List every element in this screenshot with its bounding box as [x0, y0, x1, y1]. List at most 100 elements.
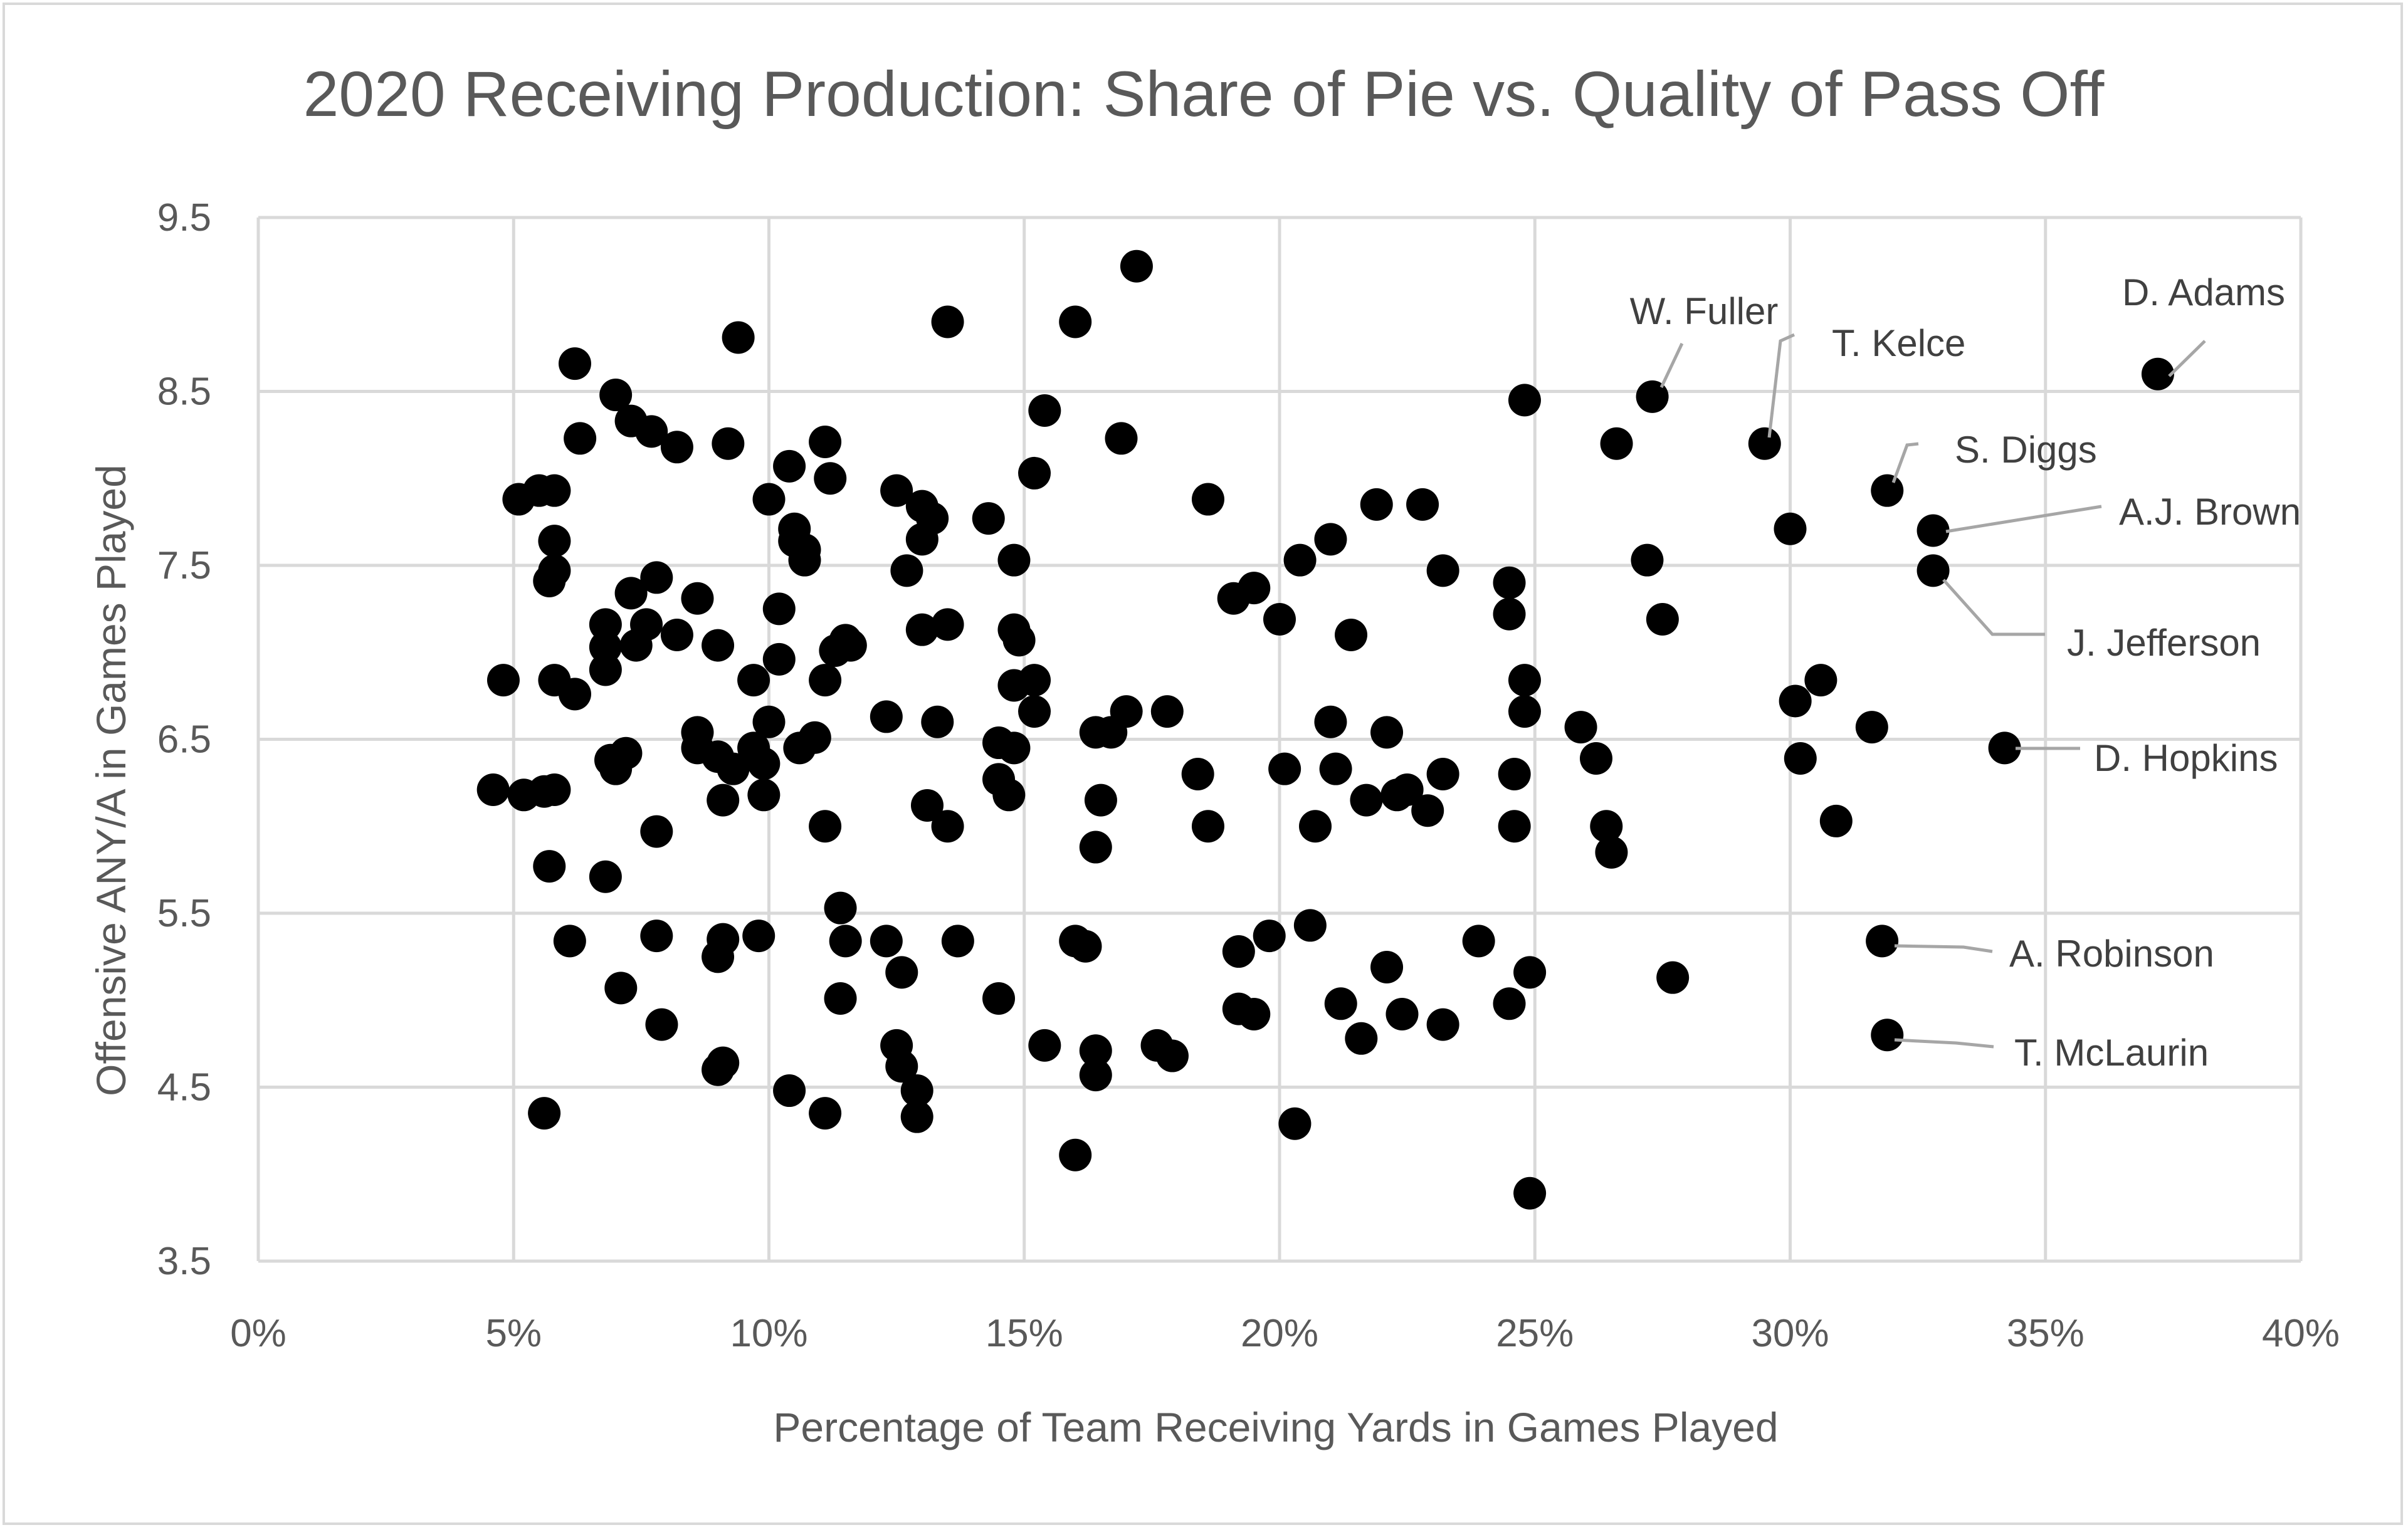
- data-point: [890, 554, 923, 587]
- data-point: [809, 810, 842, 843]
- x-tick-label: 40%: [2262, 1312, 2340, 1355]
- data-point: [640, 815, 673, 848]
- data-point: [1579, 742, 1612, 775]
- data-point: [870, 925, 903, 958]
- data-point: [640, 920, 673, 953]
- x-tick-label: 35%: [2007, 1312, 2085, 1355]
- data-point: [1866, 925, 1899, 958]
- y-axis-title: Offensive ANY/A in Games Played: [88, 464, 134, 1096]
- data-point: [1079, 1059, 1112, 1092]
- data-point: [1191, 483, 1224, 516]
- data-point: [834, 629, 867, 662]
- data-point: [997, 731, 1031, 765]
- data-point: [564, 422, 597, 455]
- data-point: [1855, 711, 1888, 744]
- data-point: [2141, 357, 2174, 390]
- data-point: [589, 608, 622, 641]
- y-tick-label: 7.5: [157, 544, 211, 587]
- data-point: [1498, 758, 1531, 790]
- data-point: [1278, 1107, 1312, 1140]
- data-point: [630, 608, 663, 641]
- data-point: [707, 923, 740, 956]
- data-point: [1462, 925, 1495, 958]
- data-point: [870, 700, 903, 733]
- data-point: [707, 783, 740, 817]
- x-tick-label: 25%: [1496, 1312, 1574, 1355]
- data-point: [1784, 742, 1817, 775]
- data-point: [1819, 804, 1853, 837]
- chart-title: 2020 Receiving Production: Share of Pie …: [303, 58, 2105, 130]
- data-point: [558, 678, 591, 711]
- data-point: [752, 705, 786, 738]
- data-point: [533, 850, 566, 883]
- data-point: [1238, 997, 1271, 1030]
- data-point: [1268, 752, 1301, 785]
- data-point: [997, 543, 1031, 577]
- data-point: [589, 631, 622, 664]
- data-point: [931, 810, 964, 843]
- x-axis-title: Percentage of Team Receiving Yards in Ga…: [773, 1404, 1778, 1450]
- annotation-label: D. Adams: [2122, 271, 2285, 313]
- data-point: [1513, 956, 1547, 989]
- data-point: [1018, 664, 1051, 697]
- data-point: [910, 789, 944, 822]
- data-point: [1105, 422, 1138, 455]
- data-point: [1600, 427, 1633, 460]
- data-point: [589, 860, 622, 893]
- data-point: [1084, 783, 1117, 817]
- data-point: [1155, 1039, 1189, 1072]
- data-point: [880, 474, 913, 507]
- data-point: [614, 577, 648, 610]
- data-point: [645, 1008, 678, 1041]
- data-point: [742, 920, 776, 953]
- data-point: [1028, 1029, 1061, 1062]
- data-point: [538, 525, 571, 558]
- data-point: [599, 379, 633, 412]
- data-point: [809, 425, 842, 458]
- data-point: [1335, 619, 1368, 651]
- data-point: [558, 347, 591, 380]
- data-point: [702, 629, 735, 662]
- data-point: [712, 427, 745, 460]
- data-point: [528, 1097, 561, 1130]
- data-point: [824, 891, 857, 925]
- point-annotations: D. Adams W. Fuller T. Kelce S. Diggs A.J. Br…: [1630, 271, 2301, 1074]
- data-point: [809, 1097, 842, 1130]
- data-point: [1508, 664, 1541, 697]
- data-point: [752, 483, 786, 516]
- annotation-label: A. Robinson: [2009, 933, 2214, 975]
- data-point: [1508, 384, 1541, 417]
- data-point: [1871, 1019, 1904, 1052]
- data-point: [1059, 305, 1092, 338]
- data-point: [941, 925, 974, 958]
- data-point: [762, 642, 796, 676]
- data-points: [476, 249, 2174, 1210]
- data-point: [1988, 731, 2021, 765]
- data-point: [921, 705, 954, 738]
- data-point: [1150, 695, 1184, 728]
- data-point: [538, 554, 571, 587]
- data-point: [1110, 695, 1143, 728]
- data-point: [1508, 695, 1541, 728]
- data-point: [809, 664, 842, 697]
- annotation-label: S. Diggs: [1955, 429, 2097, 471]
- data-point: [1324, 987, 1357, 1020]
- data-point: [982, 982, 1016, 1015]
- x-tick-label: 30%: [1751, 1312, 1829, 1355]
- annotation-label: J. Jefferson: [2067, 622, 2261, 664]
- y-axis-tick-labels: 3.5 4.5 5.5 6.5 7.5 8.5 9.5: [157, 196, 211, 1283]
- data-point: [824, 982, 857, 1015]
- annotation-label: T. Kelce: [1832, 322, 1965, 364]
- data-point: [1391, 773, 1424, 806]
- data-point: [1181, 758, 1214, 790]
- y-tick-label: 9.5: [157, 196, 211, 239]
- data-point: [660, 619, 693, 651]
- data-point: [1253, 920, 1286, 953]
- data-point: [1238, 572, 1271, 605]
- data-point: [773, 449, 806, 483]
- data-point: [1283, 543, 1317, 577]
- data-point: [931, 305, 964, 338]
- data-point: [1059, 1138, 1092, 1171]
- data-point: [1222, 935, 1255, 968]
